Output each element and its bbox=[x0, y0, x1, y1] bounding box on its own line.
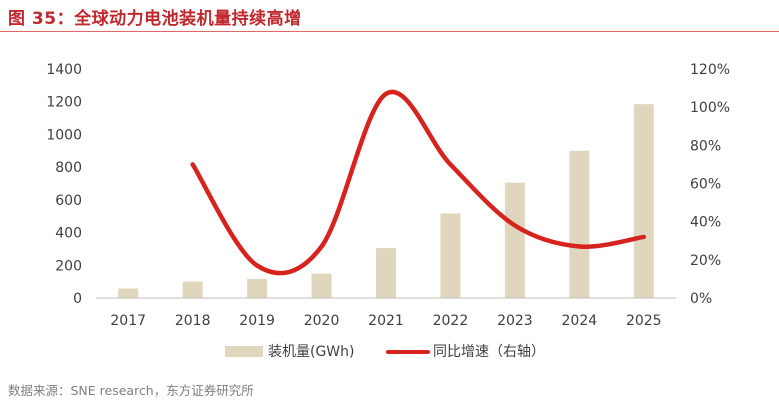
bar bbox=[376, 248, 396, 298]
growth-line bbox=[190, 89, 647, 276]
legend-line-label: 同比增速（右轴） bbox=[433, 344, 545, 360]
x-tick-label: 2019 bbox=[239, 313, 275, 329]
left-tick-label: 0 bbox=[73, 291, 82, 307]
right-tick-label: 80% bbox=[690, 138, 721, 154]
bar bbox=[311, 273, 332, 298]
x-tick-label: 2018 bbox=[175, 313, 211, 329]
bar bbox=[118, 288, 139, 298]
source-note: 数据来源：SNE research，东方证券研究所 bbox=[8, 383, 254, 398]
left-axis-ticks: 0 200 400 600 800 1000 1200 1400 bbox=[46, 62, 82, 307]
bar bbox=[247, 279, 268, 298]
x-tick-label: 2017 bbox=[110, 313, 146, 329]
x-tick-label: 2020 bbox=[304, 313, 340, 329]
bar bbox=[569, 150, 590, 298]
x-tick-label: 2024 bbox=[562, 313, 598, 329]
line-series bbox=[190, 89, 647, 276]
right-tick-label: 100% bbox=[690, 100, 730, 116]
right-tick-label: 40% bbox=[690, 215, 721, 231]
left-tick-label: 1200 bbox=[46, 95, 82, 111]
legend-bar-swatch bbox=[225, 346, 263, 357]
left-tick-label: 1400 bbox=[46, 62, 82, 78]
x-tick-label: 2023 bbox=[497, 313, 533, 329]
left-tick-label: 200 bbox=[55, 258, 82, 274]
x-axis-ticks: 2017 2018 2019 2020 2021 2022 2023 2024 2025 bbox=[110, 313, 661, 329]
bar-series bbox=[118, 104, 654, 299]
right-tick-label: 0% bbox=[690, 291, 712, 307]
right-tick-label: 20% bbox=[690, 253, 721, 269]
legend-bar-label: 装机量(GWh) bbox=[268, 344, 355, 360]
bar bbox=[440, 213, 461, 298]
left-tick-label: 400 bbox=[55, 226, 82, 242]
legend: 装机量(GWh) 同比增速（右轴） bbox=[225, 344, 545, 360]
x-tick-label: 2025 bbox=[626, 313, 662, 329]
title-divider bbox=[0, 31, 779, 32]
x-tick-label: 2022 bbox=[433, 313, 469, 329]
figure-title: 图 35：全球动力电池装机量持续高增 bbox=[8, 9, 302, 29]
right-tick-label: 60% bbox=[690, 177, 721, 193]
right-tick-label: 120% bbox=[690, 62, 730, 78]
x-tick-label: 2021 bbox=[368, 313, 404, 329]
bar bbox=[633, 104, 654, 299]
right-axis-ticks: 0% 20% 40% 60% 80% 100% 120% bbox=[690, 62, 730, 307]
bar bbox=[182, 281, 203, 298]
left-tick-label: 1000 bbox=[46, 127, 82, 143]
left-tick-label: 600 bbox=[55, 193, 82, 209]
bar bbox=[504, 182, 525, 298]
left-tick-label: 800 bbox=[55, 160, 82, 176]
